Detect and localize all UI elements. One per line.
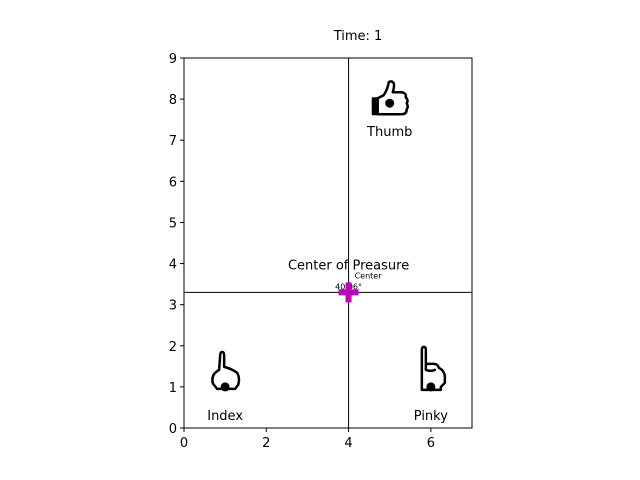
thumb-outline [376, 80, 409, 116]
sensor-label: Index [207, 409, 243, 424]
pointing-finger-icon [211, 350, 241, 391]
y-tick-label: 0 [169, 422, 177, 437]
index-outline [211, 350, 241, 391]
center-annotation: Center [355, 271, 383, 280]
y-tick-label: 8 [169, 93, 177, 108]
y-tick-label: 1 [169, 381, 177, 396]
raised-pinky-icon [420, 345, 447, 392]
pinky-outline [420, 345, 447, 392]
sensor-label: Thumb [366, 125, 412, 140]
y-tick-label: 9 [169, 52, 177, 67]
plot-frame [183, 57, 473, 429]
x-tick-label: 2 [262, 436, 270, 451]
center-of-pressure-label: Center of Preasure [288, 258, 409, 273]
y-tick-label: 4 [169, 258, 177, 273]
y-tick-label: 2 [169, 340, 177, 355]
thumb-cuff [371, 97, 379, 116]
x-tick-label: 0 [180, 436, 188, 451]
sensor-point [426, 382, 436, 392]
center-of-pressure-marker [338, 282, 359, 303]
axes: Time: 1 0 2 4 6 0 1 2 3 4 5 6 7 8 9 [169, 29, 473, 451]
y-tick-label: 3 [169, 299, 177, 314]
x-tick-label: 6 [427, 436, 435, 451]
sensor-label: Pinky [414, 409, 448, 424]
y-tick-label: 6 [169, 175, 177, 190]
thumbs-up-icon [371, 80, 409, 116]
chart-title: Time: 1 [333, 29, 383, 44]
y-tick-label: 5 [169, 216, 177, 231]
sensor-point [220, 382, 230, 392]
y-tick-label: 7 [169, 134, 177, 149]
sensor-point [385, 98, 395, 108]
x-tick-label: 4 [344, 436, 352, 451]
